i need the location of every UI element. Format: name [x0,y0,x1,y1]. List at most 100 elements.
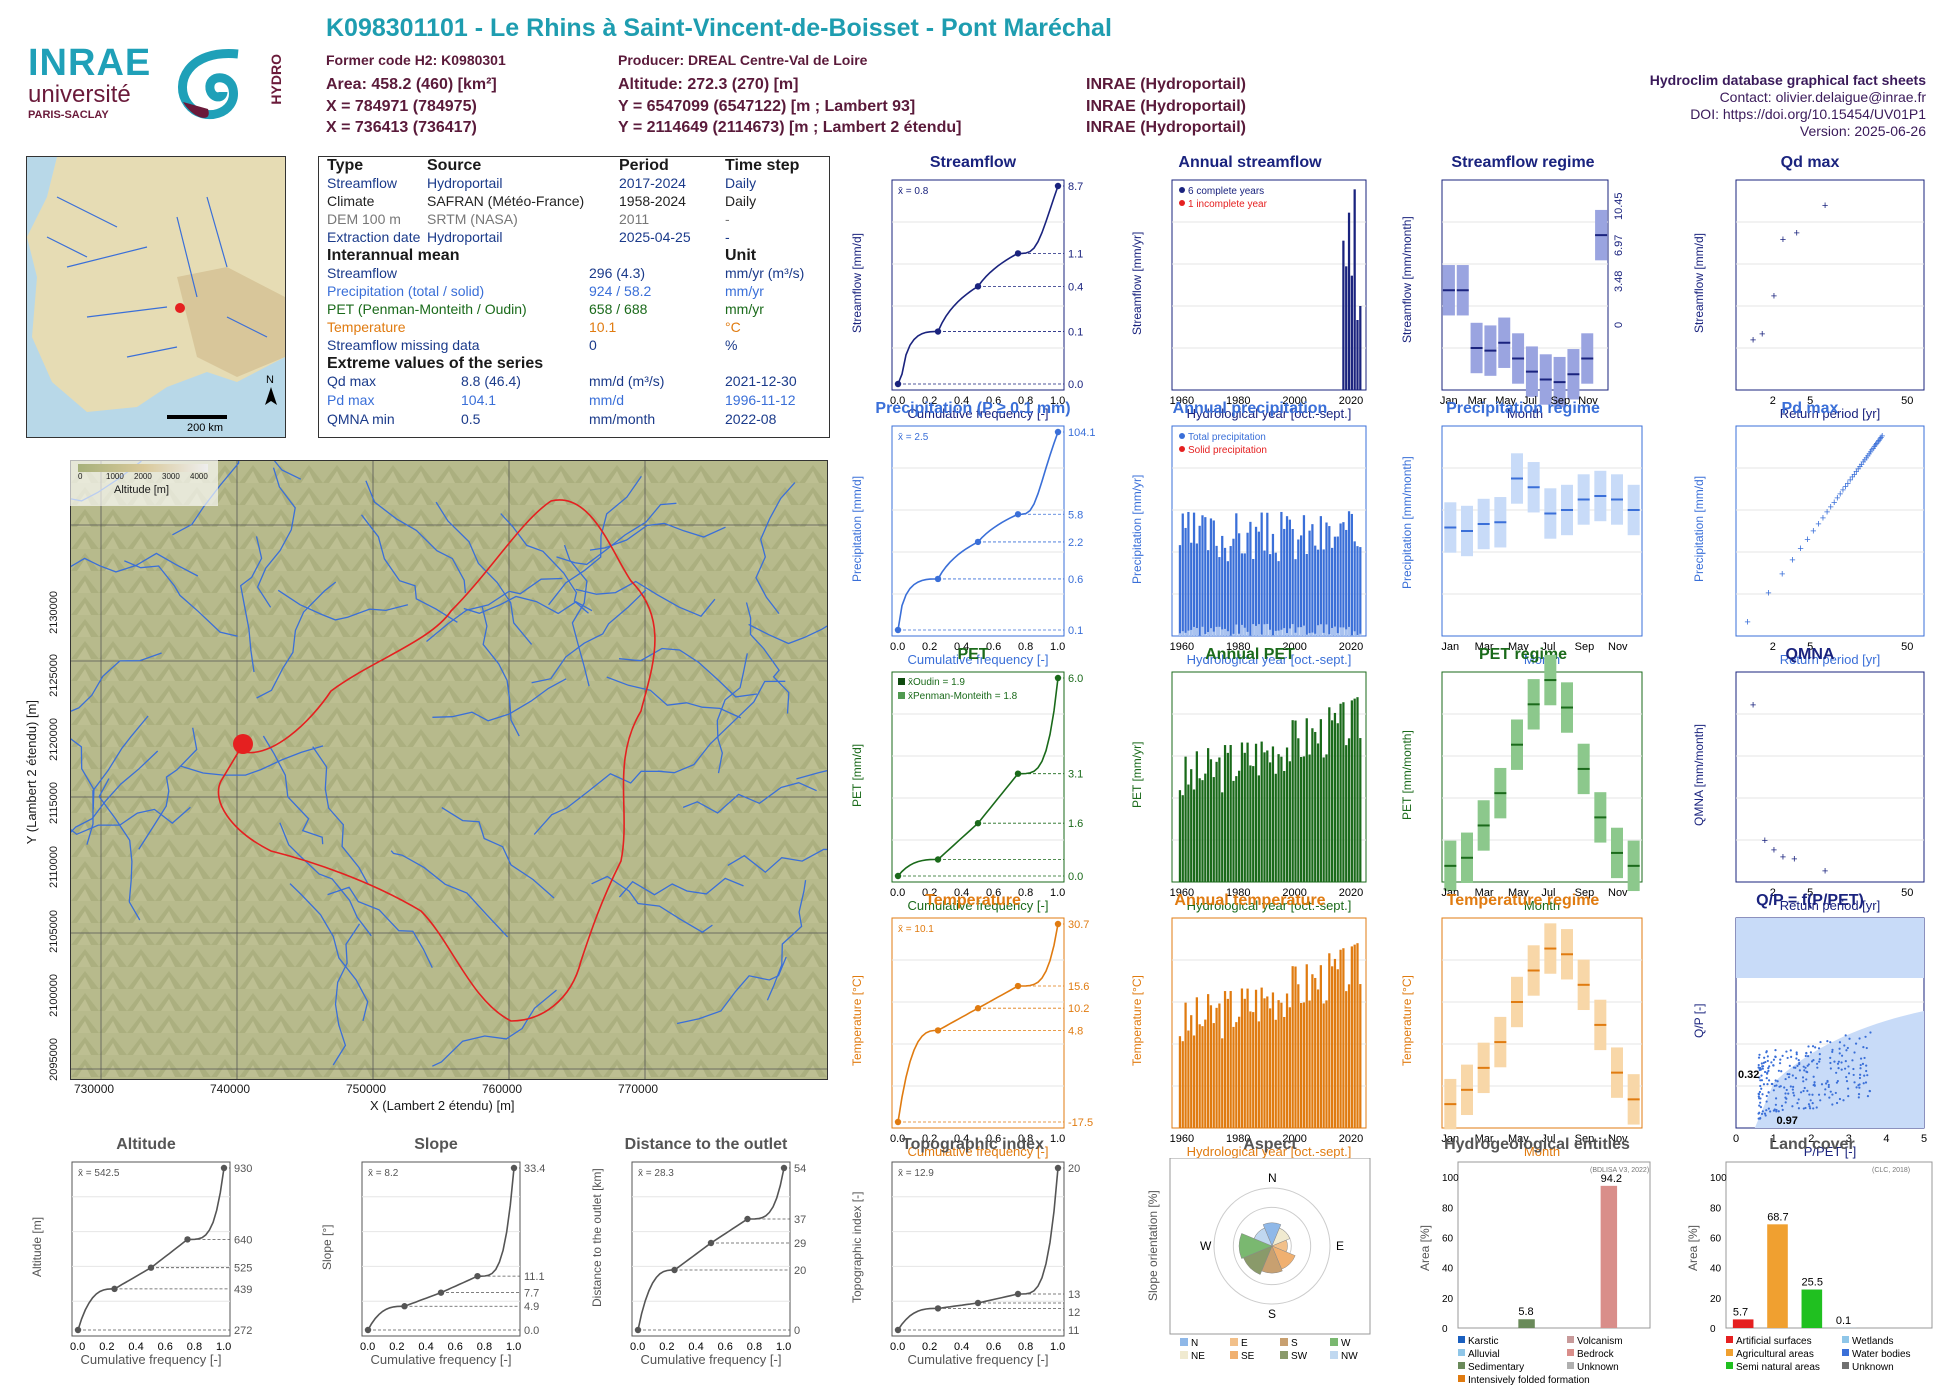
info-mean-unit: mm/yr (m³/s) [725,265,804,281]
bar [1331,720,1333,882]
right-tick-label: 11.1 [524,1271,545,1283]
qp-point [1760,1106,1762,1108]
producer: Producer: DREAL Centre-Val de Loire [618,52,867,68]
qp-point [1758,1093,1760,1095]
bar [1342,948,1344,1128]
bar [1300,535,1302,636]
y-tick-label: 40 [1710,1264,1722,1275]
bar [1246,533,1248,636]
info-extreme-value: 104.1 [461,392,496,408]
qp-point [1818,1047,1820,1049]
qp-point [1833,1061,1835,1063]
qp-annotation: 0.32 [1738,1069,1759,1081]
data-point: + [1759,328,1765,340]
qp-point [1845,1060,1847,1062]
qp-point [1816,1063,1818,1065]
bar [1213,1023,1215,1128]
qp-point [1765,1114,1767,1116]
bar [1215,1008,1217,1128]
right-tick-label: 10.2 [1068,1003,1089,1015]
plot-frame [1736,426,1924,636]
chart-xlabel: Cumulative frequency [-] [362,1352,520,1367]
category-bar [1601,1186,1617,1328]
bar [1351,276,1353,390]
plot-frame [892,918,1064,1128]
qp-point [1829,1062,1831,1064]
bar [1266,750,1268,882]
qp-point [1853,1074,1855,1076]
chart-ylabel: Precipitation [mm/d] [850,469,864,589]
qp-point [1761,1113,1763,1115]
qp-point [1844,1068,1846,1070]
bar-chart-svg: (BDLISA V3, 2022)0204060801005.894.2Kars… [1418,1158,1656,1388]
chart-title: Qd max [1690,154,1930,172]
qp-point [1812,1045,1814,1047]
altitude-legend-tick: 1000 [106,472,124,481]
info-cell-period: 2011 [619,211,649,227]
bar-value-label: 94.2 [1601,1173,1622,1185]
map-xlabel: X (Lambert 2 étendu) [m] [370,1098,515,1113]
qp-point [1826,1081,1828,1083]
map-x-tick: 760000 [482,1082,522,1096]
bar [1272,992,1274,1128]
qp-point [1869,1031,1871,1033]
legend-entry: E [1241,1338,1248,1349]
bar-solid [1297,627,1299,636]
quantile-point [1015,511,1021,517]
contact[interactable]: Contact: olivier.delaigue@inrae.fr [1650,89,1926,106]
qp-point [1780,1070,1782,1072]
qp-point [1802,1090,1804,1092]
qp-point [1790,1056,1792,1058]
info-extreme-unit: mm/month [589,411,655,427]
qp-point [1802,1080,1804,1082]
bar [1261,988,1263,1128]
chart-title: Annual precipitation [1128,400,1372,418]
quantile-point [438,1289,444,1295]
qp-point [1796,1102,1798,1104]
qp-point [1830,1091,1832,1093]
qp-point [1845,1076,1847,1078]
qp-point [1773,1110,1775,1112]
mean-label: x̄ = 0.8 [898,186,929,197]
quantile-point [1055,1165,1061,1171]
bar [1311,524,1313,636]
quantile-point [935,576,941,582]
info-cell-step: - [725,229,730,245]
bar [1277,1000,1279,1128]
quantile-point [1055,183,1061,189]
bar [1337,537,1339,636]
info-extreme-unit: mm/d (m³/s) [589,373,664,389]
info-h-unit: Unit [725,247,756,265]
qp-point [1810,1051,1812,1053]
bar [1351,514,1353,636]
bar [1210,518,1212,636]
altitude-legend-tick: 4000 [190,472,208,481]
map-x-tick: 730000 [74,1082,114,1096]
bar-solid [1266,624,1268,636]
bar [1182,795,1184,882]
qp-point [1768,1108,1770,1110]
bar [1356,546,1358,636]
north-label: N [266,374,274,386]
bar [1249,765,1251,882]
quantile-point [935,1027,941,1033]
chart-ylabel: PET [mm/yr] [1130,715,1144,835]
qp-point [1800,1091,1802,1093]
doi-link[interactable]: DOI: https://doi.org/10.15454/UV01P1 [1650,106,1926,123]
qp-point [1816,1067,1818,1069]
bar [1263,998,1265,1128]
qp-point [1858,1087,1860,1089]
legend-swatch [1567,1362,1574,1369]
bar [1339,523,1341,636]
mean-label: x̄ = 10.1 [898,924,934,935]
qp-point [1859,1077,1861,1079]
bar-solid [1235,625,1237,636]
legend-entry: Artificial surfaces [1736,1336,1812,1347]
bar-value-label: 68.7 [1767,1211,1788,1223]
bar [1249,1011,1251,1128]
bar [1255,990,1257,1128]
